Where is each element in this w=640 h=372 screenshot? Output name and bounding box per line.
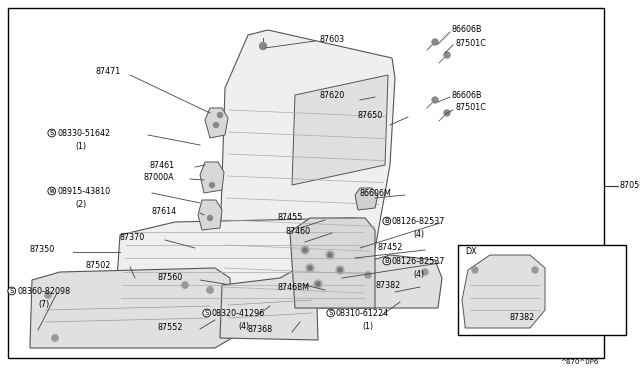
Text: 08330-51642: 08330-51642 bbox=[57, 128, 110, 138]
Text: 87468M: 87468M bbox=[278, 283, 310, 292]
Circle shape bbox=[259, 42, 266, 49]
Text: 87471: 87471 bbox=[95, 67, 120, 77]
Text: 87382: 87382 bbox=[510, 314, 535, 323]
Text: 87370: 87370 bbox=[120, 234, 145, 243]
Circle shape bbox=[182, 282, 189, 289]
Circle shape bbox=[209, 183, 214, 187]
Circle shape bbox=[326, 251, 334, 259]
Text: 08320-41296: 08320-41296 bbox=[212, 308, 265, 317]
Circle shape bbox=[316, 282, 320, 286]
Circle shape bbox=[444, 110, 450, 116]
Circle shape bbox=[308, 266, 312, 270]
Text: S: S bbox=[10, 288, 14, 294]
Text: B: B bbox=[385, 258, 389, 264]
Text: 87452: 87452 bbox=[377, 244, 403, 253]
Polygon shape bbox=[355, 188, 378, 210]
Text: 87461: 87461 bbox=[150, 160, 175, 170]
Text: B: B bbox=[385, 218, 389, 224]
Polygon shape bbox=[292, 75, 388, 185]
Text: S: S bbox=[328, 310, 333, 316]
Circle shape bbox=[338, 268, 342, 272]
Circle shape bbox=[51, 334, 58, 341]
Circle shape bbox=[303, 248, 307, 252]
Text: W: W bbox=[49, 188, 54, 194]
Text: 87050: 87050 bbox=[620, 182, 640, 190]
Text: 86606B: 86606B bbox=[452, 90, 483, 99]
Circle shape bbox=[336, 266, 344, 274]
Polygon shape bbox=[355, 255, 442, 308]
Polygon shape bbox=[462, 255, 545, 328]
Text: (2): (2) bbox=[75, 201, 86, 209]
Text: 87382: 87382 bbox=[376, 280, 401, 289]
Text: (4): (4) bbox=[413, 231, 424, 240]
Bar bbox=[458, 245, 626, 335]
Polygon shape bbox=[198, 200, 222, 230]
Text: 87350: 87350 bbox=[30, 246, 55, 254]
Circle shape bbox=[432, 97, 438, 103]
Text: 08126-82537: 08126-82537 bbox=[392, 257, 445, 266]
Polygon shape bbox=[205, 108, 228, 138]
Circle shape bbox=[432, 39, 438, 45]
Polygon shape bbox=[115, 218, 370, 308]
Text: DX: DX bbox=[465, 247, 477, 257]
Polygon shape bbox=[218, 30, 395, 305]
Circle shape bbox=[314, 280, 322, 288]
Circle shape bbox=[207, 215, 212, 221]
Text: 08915-43810: 08915-43810 bbox=[57, 186, 110, 196]
Text: 86606M: 86606M bbox=[360, 189, 392, 198]
Text: 87460: 87460 bbox=[285, 227, 310, 235]
Polygon shape bbox=[200, 162, 224, 193]
Circle shape bbox=[365, 272, 371, 278]
Circle shape bbox=[218, 112, 223, 118]
Text: S: S bbox=[49, 130, 54, 136]
Text: 87603: 87603 bbox=[320, 35, 345, 44]
Text: 87560: 87560 bbox=[158, 273, 183, 282]
Circle shape bbox=[472, 267, 478, 273]
Text: (4): (4) bbox=[413, 270, 424, 279]
Text: 08360-82098: 08360-82098 bbox=[17, 286, 70, 295]
Text: 87650: 87650 bbox=[358, 110, 383, 119]
Text: 87501C: 87501C bbox=[455, 38, 486, 48]
Text: 87000A: 87000A bbox=[143, 173, 173, 182]
Circle shape bbox=[306, 264, 314, 272]
Circle shape bbox=[45, 292, 51, 298]
Text: 86606B: 86606B bbox=[452, 26, 483, 35]
Text: 87455: 87455 bbox=[278, 214, 303, 222]
Polygon shape bbox=[290, 218, 375, 308]
Text: 08126-82537: 08126-82537 bbox=[392, 217, 445, 225]
Circle shape bbox=[207, 286, 214, 294]
Text: (4): (4) bbox=[238, 323, 249, 331]
Polygon shape bbox=[220, 268, 318, 340]
Text: 87502: 87502 bbox=[85, 260, 110, 269]
Text: 87620: 87620 bbox=[320, 90, 345, 99]
Circle shape bbox=[301, 246, 309, 254]
Circle shape bbox=[328, 253, 332, 257]
Text: ^870^0P6: ^870^0P6 bbox=[560, 359, 598, 365]
Text: (7): (7) bbox=[38, 301, 49, 310]
Circle shape bbox=[444, 52, 450, 58]
Circle shape bbox=[532, 267, 538, 273]
Circle shape bbox=[214, 122, 218, 128]
Text: (1): (1) bbox=[75, 142, 86, 151]
Circle shape bbox=[422, 269, 428, 275]
Text: (1): (1) bbox=[362, 323, 373, 331]
Text: 87368: 87368 bbox=[248, 326, 273, 334]
Text: S: S bbox=[205, 310, 209, 316]
Text: 87552: 87552 bbox=[158, 323, 184, 331]
Text: 87501C: 87501C bbox=[455, 103, 486, 112]
Text: 08310-61224: 08310-61224 bbox=[336, 308, 389, 317]
Polygon shape bbox=[30, 268, 232, 348]
Text: 87614: 87614 bbox=[152, 206, 177, 215]
